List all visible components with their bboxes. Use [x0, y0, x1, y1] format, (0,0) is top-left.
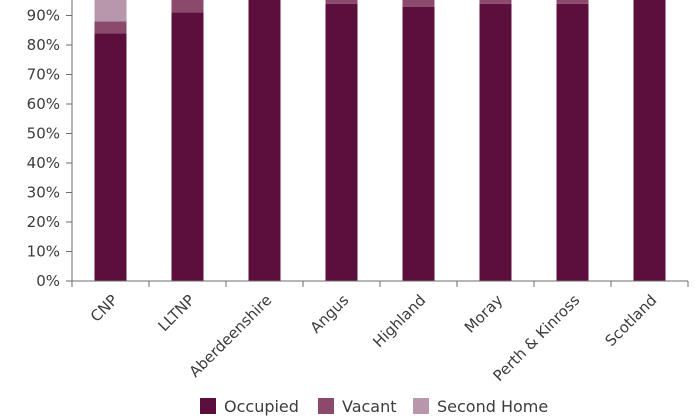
bar-occupied — [325, 3, 358, 281]
x-category-label: Moray — [461, 291, 507, 337]
x-category-label: Angus — [307, 291, 353, 337]
legend: Occupied Vacant Second Home — [200, 397, 548, 416]
y-tick-label: 40% — [27, 154, 60, 172]
x-category-label: LLTNP — [154, 291, 198, 335]
y-tick-label: 20% — [27, 213, 60, 231]
legend-label: Occupied — [224, 397, 299, 416]
bar-vacant — [325, 0, 358, 4]
legend-label: Vacant — [342, 397, 397, 416]
legend-swatch — [318, 398, 334, 414]
bar-vacant — [479, 0, 512, 4]
x-category-label: Scotland — [601, 291, 660, 350]
y-tick-label: 0% — [36, 272, 60, 290]
legend-swatch — [200, 398, 216, 414]
x-category-label: CNP — [87, 291, 121, 325]
x-category-label: Aberdeenshire — [186, 291, 276, 381]
legend-label: Second Home — [437, 397, 548, 416]
y-tick-label: 90% — [27, 7, 60, 25]
y-tick-label: 80% — [27, 36, 60, 54]
bar-second-home — [94, 0, 127, 22]
bar-occupied — [94, 33, 127, 282]
bar-vacant — [171, 0, 204, 13]
bar-occupied — [248, 0, 281, 281]
bar-vacant — [94, 21, 127, 34]
bar-occupied — [171, 12, 204, 282]
x-category-label: Highland — [369, 291, 429, 351]
bar-occupied — [479, 3, 512, 281]
y-tick-label: 70% — [27, 66, 60, 84]
bar-vacant — [556, 0, 589, 4]
bar-occupied — [402, 6, 435, 282]
bar-occupied — [633, 0, 666, 282]
y-tick-label: 10% — [27, 243, 60, 261]
plot-area — [94, 0, 666, 282]
legend-swatch — [413, 398, 429, 414]
y-tick-label: 50% — [27, 125, 60, 143]
bar-vacant — [402, 0, 435, 7]
y-tick-label: 60% — [27, 95, 60, 113]
y-axis: 0% 10% 20% 30% 40% 50% 60% 70% 80% 90% — [27, 0, 73, 290]
bar-occupied — [556, 3, 589, 281]
y-tick-label: 30% — [27, 184, 60, 202]
